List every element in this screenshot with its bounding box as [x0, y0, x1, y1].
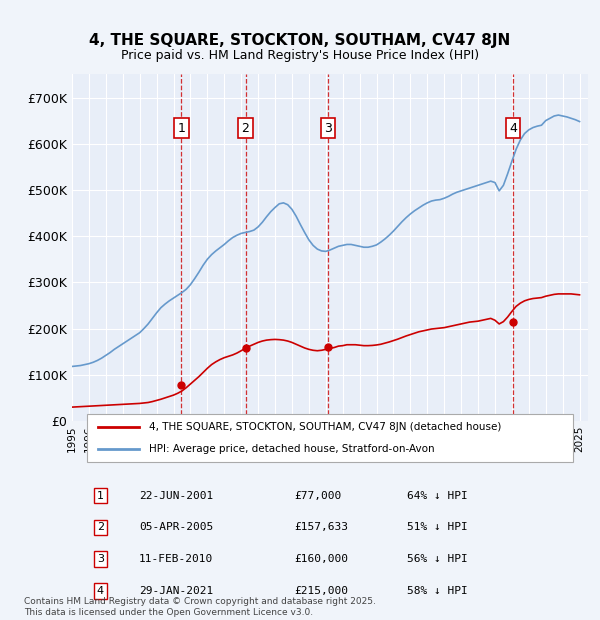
Text: 1: 1 [178, 122, 185, 135]
Text: 4: 4 [509, 122, 517, 135]
Text: 3: 3 [97, 554, 104, 564]
Text: 56% ↓ HPI: 56% ↓ HPI [407, 554, 468, 564]
Text: 11-FEB-2010: 11-FEB-2010 [139, 554, 214, 564]
Text: 4, THE SQUARE, STOCKTON, SOUTHAM, CV47 8JN: 4, THE SQUARE, STOCKTON, SOUTHAM, CV47 8… [89, 33, 511, 48]
Text: £160,000: £160,000 [294, 554, 348, 564]
Text: 51% ↓ HPI: 51% ↓ HPI [407, 523, 468, 533]
Text: 4: 4 [97, 586, 104, 596]
Text: Price paid vs. HM Land Registry's House Price Index (HPI): Price paid vs. HM Land Registry's House … [121, 50, 479, 62]
Text: Contains HM Land Registry data © Crown copyright and database right 2025.
This d: Contains HM Land Registry data © Crown c… [24, 598, 376, 617]
Text: 58% ↓ HPI: 58% ↓ HPI [407, 586, 468, 596]
Text: £157,633: £157,633 [294, 523, 348, 533]
Text: 64% ↓ HPI: 64% ↓ HPI [407, 490, 468, 500]
FancyBboxPatch shape [88, 414, 572, 462]
Text: 29-JAN-2021: 29-JAN-2021 [139, 586, 214, 596]
Text: 2: 2 [242, 122, 250, 135]
Text: HPI: Average price, detached house, Stratford-on-Avon: HPI: Average price, detached house, Stra… [149, 444, 435, 454]
Text: 1: 1 [97, 490, 104, 500]
Text: £215,000: £215,000 [294, 586, 348, 596]
Text: 4, THE SQUARE, STOCKTON, SOUTHAM, CV47 8JN (detached house): 4, THE SQUARE, STOCKTON, SOUTHAM, CV47 8… [149, 422, 502, 432]
Text: 2: 2 [97, 523, 104, 533]
Text: 05-APR-2005: 05-APR-2005 [139, 523, 214, 533]
Text: 22-JUN-2001: 22-JUN-2001 [139, 490, 214, 500]
Text: 3: 3 [323, 122, 332, 135]
Text: £77,000: £77,000 [294, 490, 341, 500]
